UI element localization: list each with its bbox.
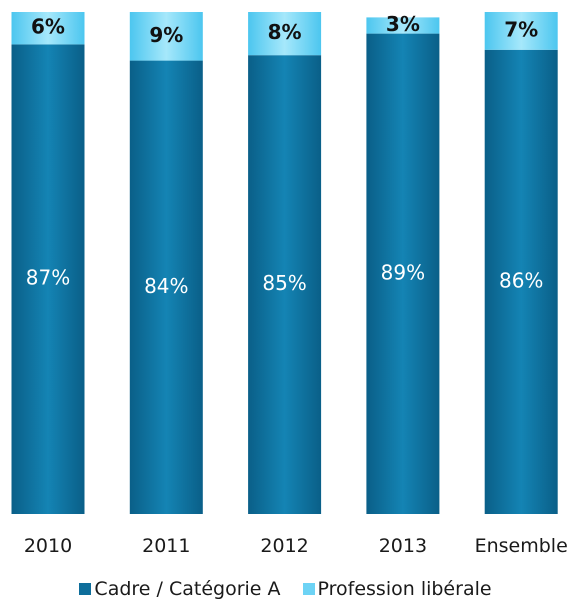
bar-cadre-ensemble (484, 49, 558, 515)
legend-label-cadre: Cadre / Catégorie A (94, 578, 281, 600)
data-label-cadre-2011: 84% (144, 274, 188, 298)
labels-layer: 87% 6% 84% 9% 85% 8% 89% 3% 86% 7% (26, 12, 544, 298)
bar-cadre-2010 (11, 44, 85, 515)
category-label-2010: 2010 (24, 535, 72, 557)
category-label-2012: 2012 (260, 535, 308, 557)
data-label-cadre-2010: 87% (26, 266, 70, 290)
bar-cadre-2011 (129, 60, 203, 514)
bar-profession-liberale-2013 (366, 17, 440, 34)
category-label-2011: 2011 (142, 535, 190, 557)
legend-item-profession-liberale: Profession libérale (302, 578, 492, 600)
bar-profession-liberale-2012 (248, 12, 322, 56)
legend-label-profession-liberale: Profession libérale (317, 578, 492, 600)
bars-layer (11, 12, 558, 515)
category-label-2013: 2013 (379, 535, 427, 557)
bar-profession-liberale-2010 (11, 12, 85, 45)
legend-swatch-cadre (79, 583, 92, 595)
data-label-profession-liberale-2013: 3% (386, 12, 420, 36)
data-label-profession-liberale-2012: 8% (268, 20, 302, 44)
bar-profession-liberale-ensemble (484, 12, 558, 50)
category-axis: 2010 2011 2012 2013 Ensemble (24, 535, 568, 557)
data-label-profession-liberale-2011: 9% (149, 23, 183, 47)
legend-swatch-profession-liberale (302, 583, 315, 595)
bar-cadre-2013 (366, 33, 440, 514)
data-label-cadre-2013: 89% (381, 260, 425, 284)
data-label-profession-liberale-ensemble: 7% (504, 17, 538, 41)
legend: Cadre / Catégorie A Profession libérale (0, 578, 571, 600)
category-label-ensemble: Ensemble (475, 535, 568, 557)
data-label-cadre-2012: 85% (262, 271, 306, 295)
data-label-cadre-ensemble: 86% (499, 268, 543, 292)
bar-profession-liberale-2011 (129, 12, 203, 61)
bar-cadre-2012 (248, 55, 322, 514)
data-label-profession-liberale-2010: 6% (31, 15, 65, 39)
legend-item-cadre: Cadre / Catégorie A (79, 578, 281, 600)
